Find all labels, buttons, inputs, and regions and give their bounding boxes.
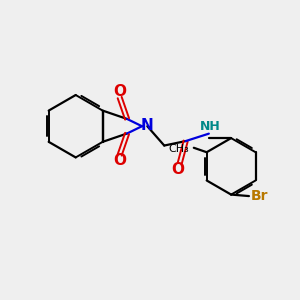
Text: O: O xyxy=(113,153,126,168)
Text: NH: NH xyxy=(200,120,221,133)
Text: CH₃: CH₃ xyxy=(169,144,189,154)
Text: N: N xyxy=(141,118,154,133)
Text: Br: Br xyxy=(250,189,268,203)
Text: O: O xyxy=(172,162,185,177)
Text: O: O xyxy=(113,84,126,99)
